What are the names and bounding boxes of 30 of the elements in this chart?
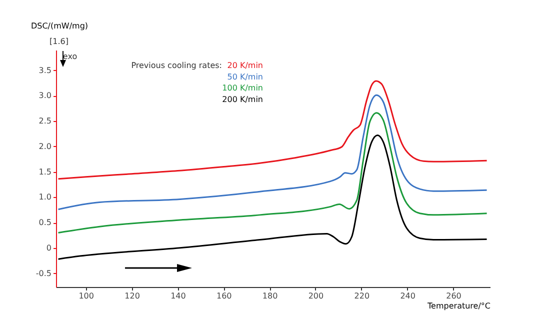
y-tick-label: 0.5	[38, 218, 52, 228]
text: 50 K/min	[227, 72, 263, 82]
line-series	[58, 134, 488, 260]
line-series	[58, 94, 488, 210]
y-axis-title: DSC/(mW/mg)	[30, 22, 88, 30]
x-tick-label: 100	[78, 292, 94, 300]
y-tick-label: 2.0	[38, 142, 52, 151]
y-tick-label: 3.0	[38, 91, 52, 100]
text: 200 K/min	[222, 94, 263, 104]
text: [1.6]	[50, 37, 68, 46]
y-tick-label: 1.5	[38, 167, 52, 176]
line-series	[58, 112, 488, 234]
x-tick-label: 140	[170, 292, 186, 300]
y-tick-label: 2.5	[38, 116, 52, 126]
y-tick-label: 1.0	[38, 192, 52, 202]
x-axis-title: Temperature/°C	[426, 302, 491, 310]
x-tick-label: 240	[400, 292, 416, 300]
x-tick-label: 120	[124, 292, 140, 300]
y-tick-label: 3.5	[38, 66, 52, 75]
text: 100 K/min	[222, 84, 263, 93]
x-tick-label: 220	[354, 292, 370, 300]
x-tick-label: 180	[262, 292, 278, 300]
x-tick-label: 260	[446, 292, 462, 300]
text: 20 K/min	[227, 61, 263, 70]
annotation: exo	[62, 52, 78, 61]
y-tick-label: 0	[46, 243, 52, 252]
x-tick-label: 200	[308, 292, 324, 300]
x-tick-label: 160	[216, 292, 232, 300]
legend-title: Previous cooling rates:	[131, 61, 222, 70]
y-tick-label: -0.5	[36, 268, 52, 278]
